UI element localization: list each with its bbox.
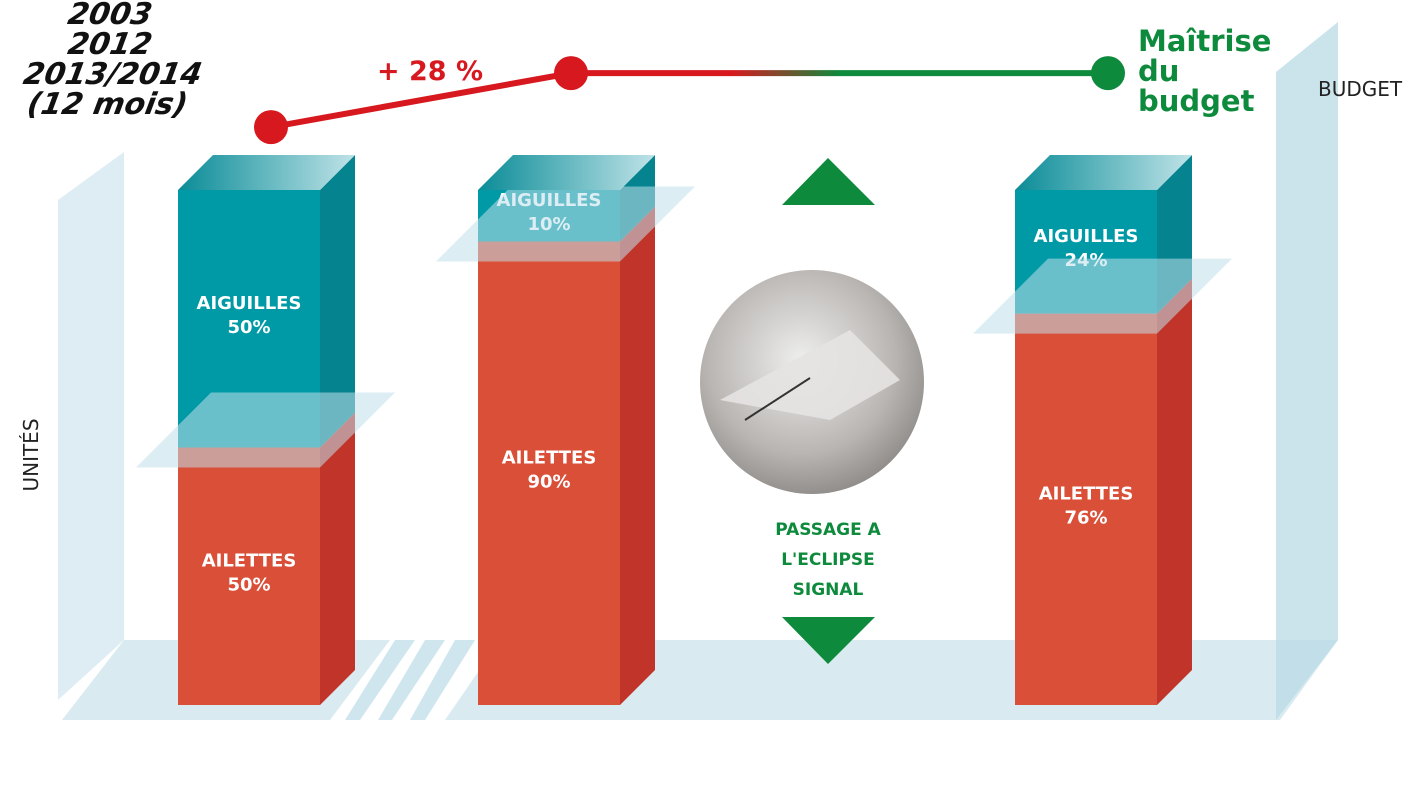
series-label: AIGUILLES xyxy=(197,293,302,314)
series-label: AILETTES xyxy=(1039,483,1134,504)
arrow-up xyxy=(782,158,875,205)
glass-shelf xyxy=(136,393,395,468)
glass-shelf xyxy=(436,187,695,262)
page: UNITÉS BUDGET + 28 % AILETTES 50% AIGUILLE… xyxy=(0,0,1412,795)
switch-annotation: PASSAGE A L'ECLIPSE SIGNAL xyxy=(768,515,888,605)
left-wall xyxy=(58,152,124,700)
budget-point xyxy=(554,56,588,90)
glass-shelf xyxy=(973,259,1232,334)
value-label: 50% xyxy=(227,574,270,595)
x-tick-label: 2003 xyxy=(0,0,223,30)
bar-side xyxy=(620,207,655,706)
budget-point xyxy=(1091,56,1125,90)
value-label: 76% xyxy=(1064,507,1107,528)
budget-point xyxy=(254,110,288,144)
control-annotation: Maîtrise du budget xyxy=(1138,26,1268,116)
bar-side xyxy=(1157,279,1192,705)
series-label: AILETTES xyxy=(502,447,597,468)
right-wall xyxy=(1276,22,1338,720)
increase-annotation: + 28 % xyxy=(377,56,483,87)
series-label: AILETTES xyxy=(202,550,297,571)
y-axis-label: UNITÉS xyxy=(19,418,43,491)
series-label: AIGUILLES xyxy=(1034,226,1139,247)
value-label: 50% xyxy=(227,317,270,338)
x-tick-label: 2012 xyxy=(0,30,223,60)
value-label: 90% xyxy=(527,471,570,492)
y2-axis-label: BUDGET xyxy=(1318,77,1403,101)
x-tick-label: 2013/2014 (12 mois) xyxy=(0,60,225,120)
